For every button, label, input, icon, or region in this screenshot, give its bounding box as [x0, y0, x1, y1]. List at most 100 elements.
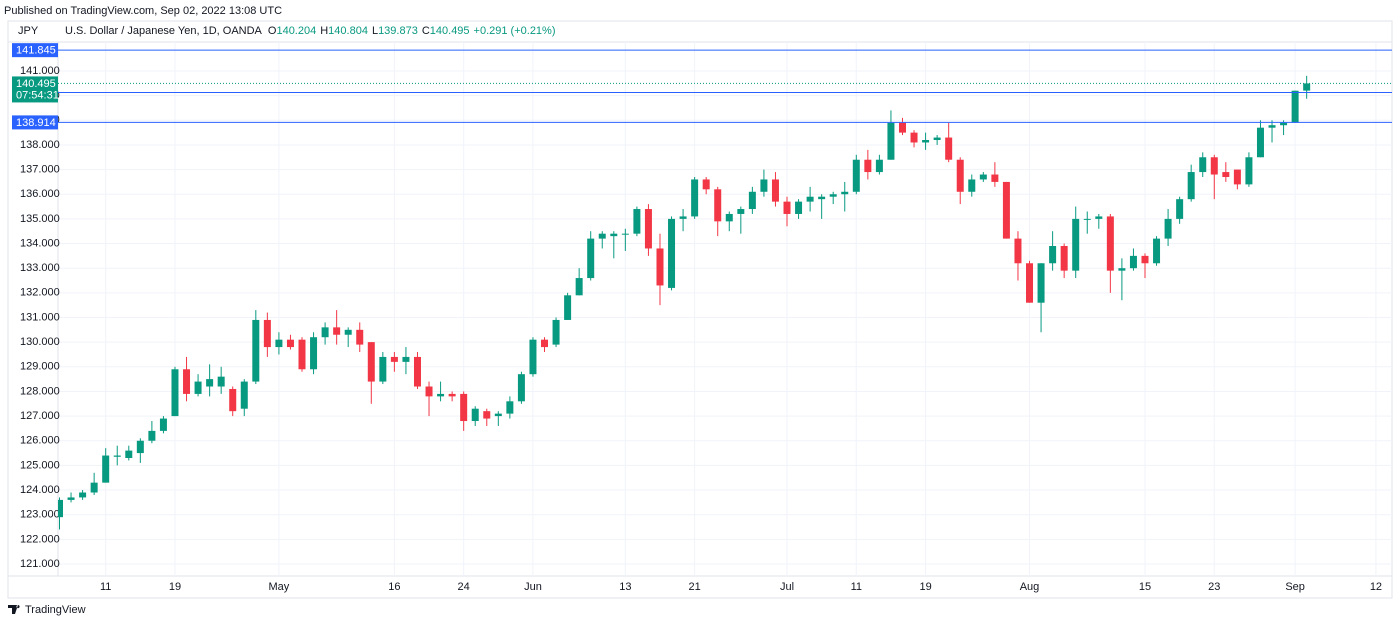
candle-body [841, 191, 849, 195]
candle-body [1153, 238, 1161, 264]
candle-body [679, 216, 687, 219]
candle-body [552, 319, 560, 345]
candle-body [252, 319, 260, 382]
y-tick-label: 136.000 [20, 188, 60, 200]
ohlc-key: L [372, 25, 378, 37]
y-tick-label: 137.000 [20, 163, 60, 175]
candle-body [1233, 169, 1241, 185]
candle-body [206, 379, 214, 387]
candle-body [1187, 172, 1195, 200]
candle-body [587, 238, 595, 279]
candle-body [471, 408, 479, 422]
candle-body [448, 393, 456, 397]
candle-body [1129, 255, 1137, 269]
ohlc-value: 140.804 [328, 25, 368, 37]
countdown: 07:54:31 [16, 89, 59, 101]
price-label: 141.845 [16, 45, 56, 57]
candle-body [402, 356, 410, 362]
candle-body [460, 393, 468, 422]
candle-body [1303, 83, 1311, 91]
candle-body [90, 482, 98, 493]
candle-body [760, 179, 768, 192]
y-tick-label: 134.000 [20, 237, 60, 249]
candle-body [148, 430, 156, 441]
y-tick-label: 131.000 [20, 311, 60, 323]
candle-body [437, 393, 445, 397]
y-tick-label: 133.000 [20, 262, 60, 274]
x-tick-label: 23 [1208, 581, 1220, 593]
y-tick-label: 141.000 [20, 65, 60, 77]
candle-body [125, 450, 133, 458]
y-tick-label: 125.000 [20, 459, 60, 471]
y-tick-label: 138.000 [20, 139, 60, 151]
last-price-box [12, 76, 58, 103]
change: +0.291 (+0.21%) [474, 25, 556, 37]
candle-body [1222, 172, 1230, 177]
x-tick-label: 19 [919, 581, 931, 593]
candle-body [1095, 216, 1103, 219]
candle-body [1141, 255, 1149, 264]
candle-body [691, 179, 699, 217]
candle-body [1014, 238, 1022, 264]
candle-body [910, 132, 918, 143]
x-tick-label: 13 [619, 581, 631, 593]
candle-body [194, 381, 202, 394]
candle-body [806, 196, 814, 202]
y-tick-label: 130.000 [20, 336, 60, 348]
price-label-box [12, 43, 58, 58]
candle-body [367, 342, 375, 382]
candle-body [818, 196, 826, 200]
candle-body [598, 233, 606, 239]
y-tick-label: 124.000 [20, 484, 60, 496]
candle-body [390, 356, 398, 362]
chart-title: U.S. Dollar / Japanese Yen, 1D, OANDA [65, 25, 263, 37]
last-price-label: 140.495 [16, 78, 56, 90]
candle-body [644, 209, 652, 249]
candle-body [263, 319, 271, 348]
y-tick-label: 127.000 [20, 410, 60, 422]
candle-body [1037, 263, 1045, 303]
x-tick-label: 19 [169, 581, 181, 593]
ohlc-key: C [422, 25, 430, 37]
candle-body [633, 209, 641, 234]
ohlc-value: 140.204 [276, 25, 316, 37]
candle-body [379, 356, 387, 382]
candle-body [1268, 125, 1276, 128]
candle-body [483, 411, 491, 419]
candle-body [956, 159, 964, 192]
candle-body [333, 327, 341, 335]
ohlc-value: 139.873 [378, 25, 418, 37]
candle-body [79, 492, 87, 498]
candle-body [1072, 218, 1080, 271]
candle-body [171, 369, 179, 417]
candle-body [1060, 246, 1068, 271]
x-tick-label: 12 [1370, 581, 1382, 593]
candle-body [610, 233, 618, 237]
candle-body [898, 122, 906, 133]
x-tick-label: 11 [100, 581, 111, 593]
y-tick-label: 121.000 [20, 558, 60, 570]
candle-body [541, 339, 549, 348]
ohlc-value: 140.495 [430, 25, 470, 37]
candle-body [102, 455, 110, 483]
candle-body [298, 339, 306, 370]
candle-body [621, 233, 629, 235]
candle-body [494, 413, 502, 417]
candle-body [933, 137, 941, 141]
x-tick-label: Jun [524, 581, 542, 593]
candle-body [529, 339, 537, 375]
candle-body [229, 388, 237, 412]
x-tick-label: 24 [458, 581, 470, 593]
y-axis-label: JPY [18, 25, 39, 37]
candle-body [1256, 127, 1264, 158]
candle-body [1002, 181, 1010, 239]
candle-body [748, 191, 756, 210]
candle-body [183, 369, 191, 394]
candle-body [1176, 199, 1184, 219]
x-tick-label: May [269, 581, 290, 593]
candle-body [58, 499, 64, 518]
candle-body [945, 137, 953, 160]
candle-body [771, 179, 779, 202]
candle-body [1280, 122, 1288, 126]
